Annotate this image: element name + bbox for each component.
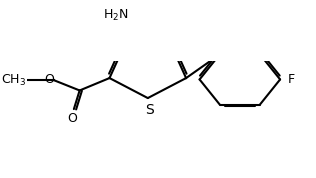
Text: O: O xyxy=(68,112,77,125)
Text: H$_2$N: H$_2$N xyxy=(103,8,128,23)
Text: CH$_3$: CH$_3$ xyxy=(1,73,27,88)
Text: S: S xyxy=(145,103,154,117)
Text: F: F xyxy=(287,73,295,86)
Text: O: O xyxy=(45,73,54,86)
